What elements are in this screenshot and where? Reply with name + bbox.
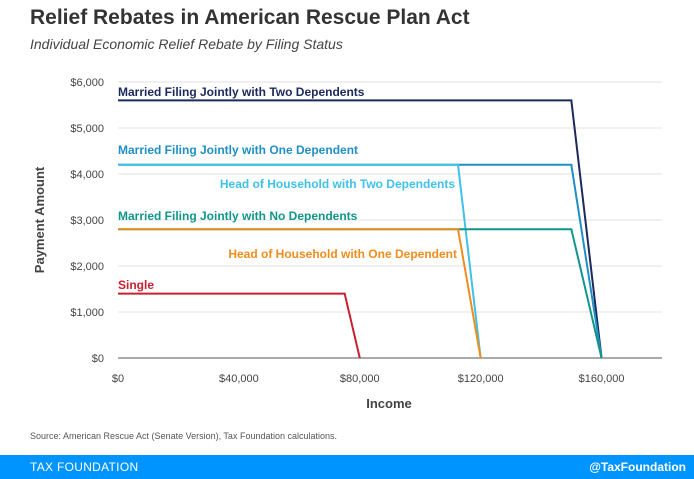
y-tick-label: $3,000 — [70, 215, 104, 227]
series-label: Head of Household with One Dependent — [228, 247, 457, 261]
y-tick-label: $6,000 — [70, 77, 104, 89]
source-note: Source: American Rescue Act (Senate Vers… — [30, 431, 338, 441]
x-axis-label: Income — [366, 396, 412, 411]
y-tick-label: $0 — [92, 353, 104, 365]
gridlines — [118, 81, 662, 313]
x-tick-label: $80,000 — [340, 373, 380, 385]
y-axis-ticks: $0 $1,000 $2,000 $3,000 $4,000 $5,000 $6,000 — [70, 77, 104, 365]
series-label: Married Filing Jointly with One Dependen… — [118, 143, 358, 157]
y-tick-label: $5,000 — [70, 123, 104, 135]
series-line — [118, 292, 361, 359]
x-axis-ticks: $0 $40,000 $80,000 $120,000 $160,000 — [112, 373, 625, 385]
x-tick-label: $40,000 — [219, 373, 259, 385]
y-tick-label: $1,000 — [70, 307, 104, 319]
x-tick-label: $0 — [112, 373, 124, 385]
rebate-line-chart: $0 $1,000 $2,000 $3,000 $4,000 $5,000 $6,000 $… — [32, 77, 662, 411]
y-tick-label: $4,000 — [70, 169, 104, 181]
series-label: Married Filing Jointly with Two Dependen… — [118, 85, 365, 99]
y-tick-label: $2,000 — [70, 261, 104, 273]
footer-bar: TAX FOUNDATION @TaxFoundation — [0, 455, 694, 479]
series-labels: Married Filing Jointly with Two Dependen… — [118, 85, 457, 292]
footer-brand: TAX FOUNDATION — [30, 460, 139, 474]
series-line — [118, 163, 482, 359]
chart-subtitle: Individual Economic Relief Rebate by Fil… — [30, 36, 343, 52]
series-lines — [118, 99, 603, 359]
footer-handle[interactable]: @TaxFoundation — [589, 460, 686, 474]
x-tick-label: $160,000 — [579, 373, 625, 385]
series-label: Head of Household with Two Dependents — [220, 177, 455, 191]
series-label: Single — [118, 278, 154, 292]
chart-title: Relief Rebates in American Rescue Plan A… — [30, 6, 470, 29]
series-line — [118, 163, 603, 359]
x-tick-label: $120,000 — [458, 373, 504, 385]
series-line — [118, 228, 482, 359]
series-label: Married Filing Jointly with No Dependent… — [118, 209, 358, 223]
series-line — [118, 99, 603, 359]
y-axis-label: Payment Amount — [32, 166, 47, 273]
